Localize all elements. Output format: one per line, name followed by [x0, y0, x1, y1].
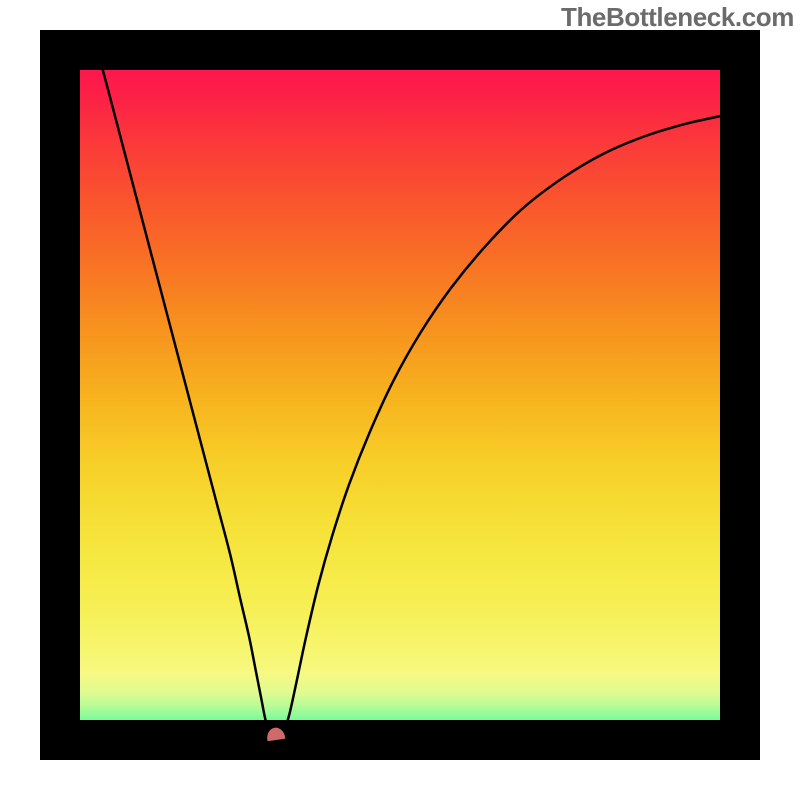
chart-stage: TheBottleneck.com: [0, 0, 800, 800]
chart-background: [60, 50, 740, 740]
watermark-text: TheBottleneck.com: [561, 2, 794, 33]
bottleneck-chart: [0, 0, 800, 800]
